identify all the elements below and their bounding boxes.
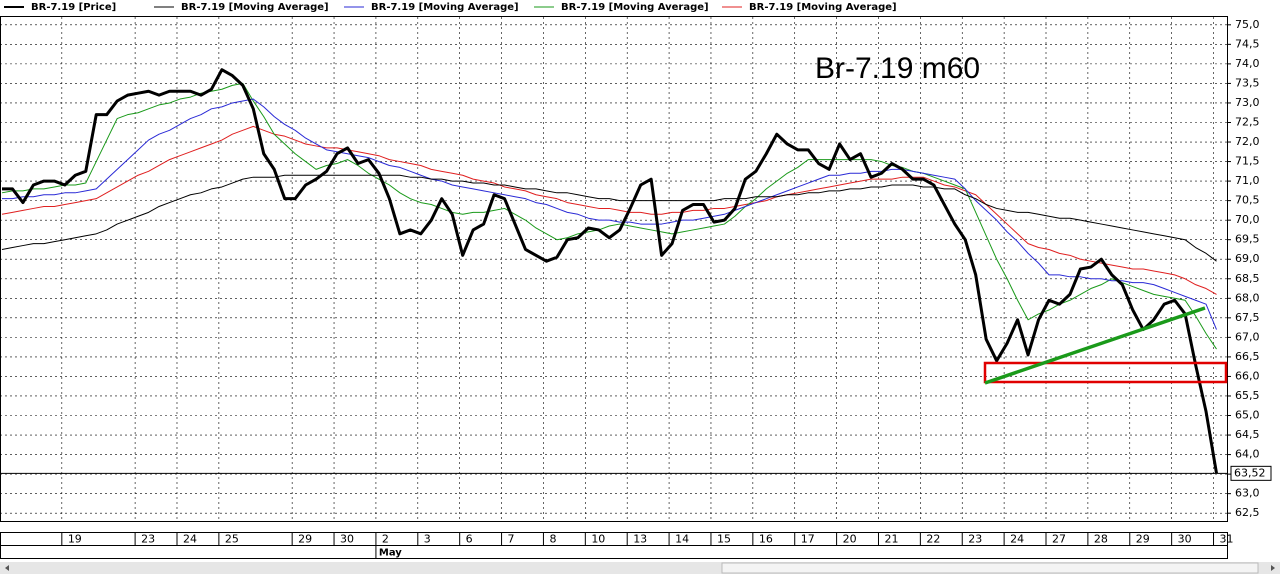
series-lines bbox=[0, 68, 1227, 474]
y-tick-label: 72,5 bbox=[1235, 115, 1260, 128]
y-tick-label: 64,0 bbox=[1235, 448, 1260, 461]
legend-label: BR-7.19 [Moving Average] bbox=[181, 2, 329, 13]
x-tick-label: 29 bbox=[298, 533, 312, 546]
y-tick-label: 69,5 bbox=[1235, 233, 1260, 246]
y-tick-label: 67,0 bbox=[1235, 330, 1260, 343]
x-tick-label: 24 bbox=[1010, 533, 1024, 546]
scrollbar-thumb[interactable] bbox=[721, 562, 1259, 574]
annotation: Br-7.19 m60 bbox=[815, 52, 980, 85]
x-tick-label: 24 bbox=[183, 533, 197, 546]
y-tick-label: 65,0 bbox=[1235, 409, 1260, 422]
legend-label: BR-7.19 [Moving Average] bbox=[371, 2, 519, 13]
moving-average-line bbox=[1, 174, 1217, 262]
trend-line bbox=[984, 306, 1206, 385]
x-tick-label: 30 bbox=[340, 533, 354, 546]
plot-frame bbox=[0, 16, 1228, 522]
x-tick-label: 3 bbox=[424, 533, 431, 546]
legend: BR-7.19 [Price] BR-7.19 [Moving Average] B… bbox=[4, 2, 897, 13]
x-tick-label: 20 bbox=[843, 533, 857, 546]
x-axis: 19 23 24 25 29 30 2 3 6 7 8 10 13 14 15 16 17 20 21 22 23 24 2… bbox=[61, 533, 1234, 559]
y-tick-label: 67,5 bbox=[1235, 311, 1260, 324]
moving-average-line bbox=[1, 125, 1217, 295]
x-tick-label: 7 bbox=[508, 533, 515, 546]
y-tick-label: 73,0 bbox=[1235, 96, 1260, 109]
y-tick-label: 68,5 bbox=[1235, 272, 1260, 285]
x-tick-label: 27 bbox=[1052, 533, 1066, 546]
x-tick-label: 29 bbox=[1136, 533, 1150, 546]
y-tick-label: 64,5 bbox=[1235, 428, 1260, 441]
x-tick-label: 30 bbox=[1178, 533, 1192, 546]
x-tick-label: 23 bbox=[968, 533, 982, 546]
y-tick-label: 70,0 bbox=[1235, 213, 1260, 226]
y-tick-label: 70,5 bbox=[1235, 194, 1260, 207]
y-tick-label: 71,5 bbox=[1235, 155, 1260, 168]
x-tick-label: 8 bbox=[549, 533, 556, 546]
x-tick-label: 6 bbox=[466, 533, 473, 546]
scroll-right[interactable] bbox=[1271, 565, 1275, 571]
y-tick-label: 63,0 bbox=[1235, 487, 1260, 500]
y-axis: 62,563,063,564,064,565,065,566,066,567,0… bbox=[1227, 18, 1272, 519]
scroll-left[interactable] bbox=[5, 565, 9, 571]
x-tick-label: 19 bbox=[68, 533, 82, 546]
x-tick-label: 25 bbox=[225, 533, 239, 546]
y-tick-label: 65,5 bbox=[1235, 389, 1260, 402]
x-tick-label: 15 bbox=[717, 533, 731, 546]
x-tick-label: 2 bbox=[382, 533, 389, 546]
legend-label: BR-7.19 [Moving Average] bbox=[561, 2, 709, 13]
x-tick-label: 28 bbox=[1094, 533, 1108, 546]
support-zone bbox=[983, 361, 1228, 384]
x-tick-label: 16 bbox=[759, 533, 773, 546]
x-tick-label: 10 bbox=[591, 533, 605, 546]
last-price-box bbox=[1230, 465, 1272, 481]
last-price-label: 63,52 bbox=[1234, 466, 1266, 479]
x-tick-label: 14 bbox=[675, 533, 689, 546]
grid bbox=[0, 17, 1227, 521]
legend-label: BR-7.19 [Price] bbox=[31, 2, 116, 13]
y-tick-label: 62,5 bbox=[1235, 506, 1260, 519]
x-tick-label: 21 bbox=[884, 533, 898, 546]
legend-label: BR-7.19 [Moving Average] bbox=[749, 2, 897, 13]
y-tick-label: 74,0 bbox=[1235, 57, 1260, 70]
y-tick-label: 72,0 bbox=[1235, 135, 1260, 148]
y-tick-label: 66,0 bbox=[1235, 369, 1260, 382]
y-tick-label: 73,5 bbox=[1235, 76, 1260, 89]
x-month-label: May bbox=[379, 548, 402, 559]
y-tick-label: 68,0 bbox=[1235, 291, 1260, 304]
y-tick-label: 75,0 bbox=[1235, 18, 1260, 31]
x-tick-label: 23 bbox=[141, 533, 155, 546]
y-tick-label: 69,0 bbox=[1235, 252, 1260, 265]
price-line bbox=[2, 68, 1218, 474]
x-tick-label: 13 bbox=[633, 533, 647, 546]
moving-average-line bbox=[2, 98, 1217, 330]
x-tick-label: 31 bbox=[1220, 533, 1234, 546]
y-tick-label: 74,5 bbox=[1235, 37, 1260, 50]
x-tick-label: 22 bbox=[926, 533, 940, 546]
x-tick-label: 17 bbox=[801, 533, 815, 546]
y-tick-label: 71,0 bbox=[1235, 174, 1260, 187]
y-tick-label: 66,5 bbox=[1235, 350, 1260, 363]
